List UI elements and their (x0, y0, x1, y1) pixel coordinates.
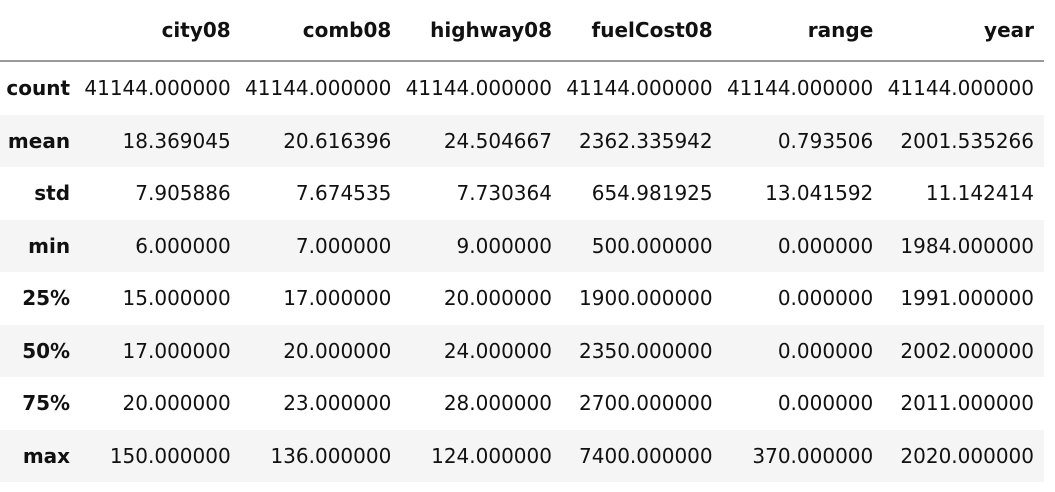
table-cell: 13.041592 (765, 181, 874, 206)
table-row-count: count 41144.000000 41144.000000 41144.00… (0, 61, 1044, 115)
table-cell: 20.000000 (122, 391, 231, 416)
table-cell: 2350.000000 (579, 338, 713, 363)
table-cell: 41144.000000 (726, 76, 874, 101)
table-cell: 41144.000000 (566, 76, 713, 101)
column-header-highway08: highway08 (401, 0, 562, 62)
table-cell: 2001.535266 (900, 128, 1034, 153)
table-cell: 7.730364 (456, 181, 552, 206)
table-row-min: min 6.000000 7.000000 9.000000 500.00000… (0, 219, 1044, 272)
table-row-std: std 7.905886 7.674535 7.730364 654.98192… (0, 167, 1044, 220)
table-cell: 2700.000000 (579, 391, 713, 416)
table-cell: 2002.000000 (900, 338, 1034, 363)
table-row-75pct: 75% 20.000000 23.000000 28.000000 2700.0… (0, 377, 1044, 430)
column-header-year: year (883, 0, 1044, 62)
describe-dataframe-table: city08 comb08 highway08 fuelCost08 range… (0, 0, 1044, 482)
table-cell: 24.504667 (443, 128, 552, 153)
row-label: mean (7, 128, 71, 153)
table-cell: 15.000000 (122, 286, 231, 311)
column-header-city08: city08 (80, 0, 241, 62)
table-row-25pct: 25% 15.000000 17.000000 20.000000 1900.0… (0, 272, 1044, 325)
table-cell: 20.000000 (443, 286, 552, 311)
table-cell: 1991.000000 (900, 286, 1034, 311)
table-cell: 20.616396 (283, 128, 392, 153)
table-cell: 24.000000 (443, 338, 552, 363)
row-label: 25% (22, 286, 71, 311)
table-cell: 41144.000000 (84, 76, 231, 101)
table-cell: 41144.000000 (245, 76, 392, 101)
row-label: std (34, 181, 71, 206)
table-cell: 23.000000 (283, 391, 392, 416)
column-header-range: range (722, 0, 884, 62)
row-label: 50% (22, 338, 71, 363)
table-row-max: max 150.000000 136.000000 124.000000 740… (0, 429, 1044, 482)
table-cell: 7400.000000 (579, 443, 713, 468)
column-header-comb08: comb08 (240, 0, 402, 62)
table-cell: 1984.000000 (900, 233, 1034, 258)
table-cell: 11.142414 (925, 181, 1034, 206)
table-header: city08 comb08 highway08 fuelCost08 range… (0, 0, 1044, 62)
table-row-mean: mean 18.369045 20.616396 24.504667 2362.… (0, 114, 1044, 167)
table-cell: 9.000000 (456, 233, 552, 258)
column-header-fuelcost08: fuelCost08 (561, 0, 723, 62)
table-cell: 18.369045 (122, 128, 231, 153)
table-cell: 2020.000000 (900, 443, 1034, 468)
table-cell: 41144.000000 (887, 76, 1034, 101)
row-label: min (28, 233, 71, 258)
table-cell: 654.981925 (591, 181, 713, 206)
table-cell: 136.000000 (270, 443, 392, 468)
table-cell: 0.793506 (777, 128, 874, 153)
table-cell: 6.000000 (135, 233, 231, 258)
table-cell: 150.000000 (109, 443, 231, 468)
table-cell: 41144.000000 (405, 76, 552, 101)
table-cell: 17.000000 (122, 338, 231, 363)
table-cell: 2362.335942 (579, 128, 713, 153)
table-cell: 0.000000 (777, 233, 874, 258)
table-cell: 7.000000 (295, 233, 392, 258)
describe-table-container: city08 comb08 highway08 fuelCost08 range… (0, 0, 1044, 482)
table-cell: 370.000000 (752, 443, 874, 468)
table-cell: 28.000000 (443, 391, 552, 416)
table-cell: 7.674535 (295, 181, 392, 206)
table-cell: 17.000000 (283, 286, 392, 311)
table-cell: 500.000000 (591, 233, 713, 258)
table-row-50pct: 50% 17.000000 20.000000 24.000000 2350.0… (0, 324, 1044, 377)
table-cell: 20.000000 (283, 338, 392, 363)
table-body: count 41144.000000 41144.000000 41144.00… (0, 61, 1044, 482)
table-cell: 2011.000000 (900, 391, 1034, 416)
row-label: 75% (22, 391, 71, 416)
table-cell: 1900.000000 (579, 286, 713, 311)
table-cell: 0.000000 (777, 391, 874, 416)
row-label: count (6, 76, 71, 101)
header-row: city08 comb08 highway08 fuelCost08 range… (0, 0, 1044, 62)
table-cell: 124.000000 (431, 443, 552, 468)
table-cell: 7.905886 (135, 181, 231, 206)
index-header (0, 0, 81, 62)
table-cell: 0.000000 (777, 286, 874, 311)
row-label: max (22, 443, 71, 468)
table-cell: 0.000000 (777, 338, 874, 363)
